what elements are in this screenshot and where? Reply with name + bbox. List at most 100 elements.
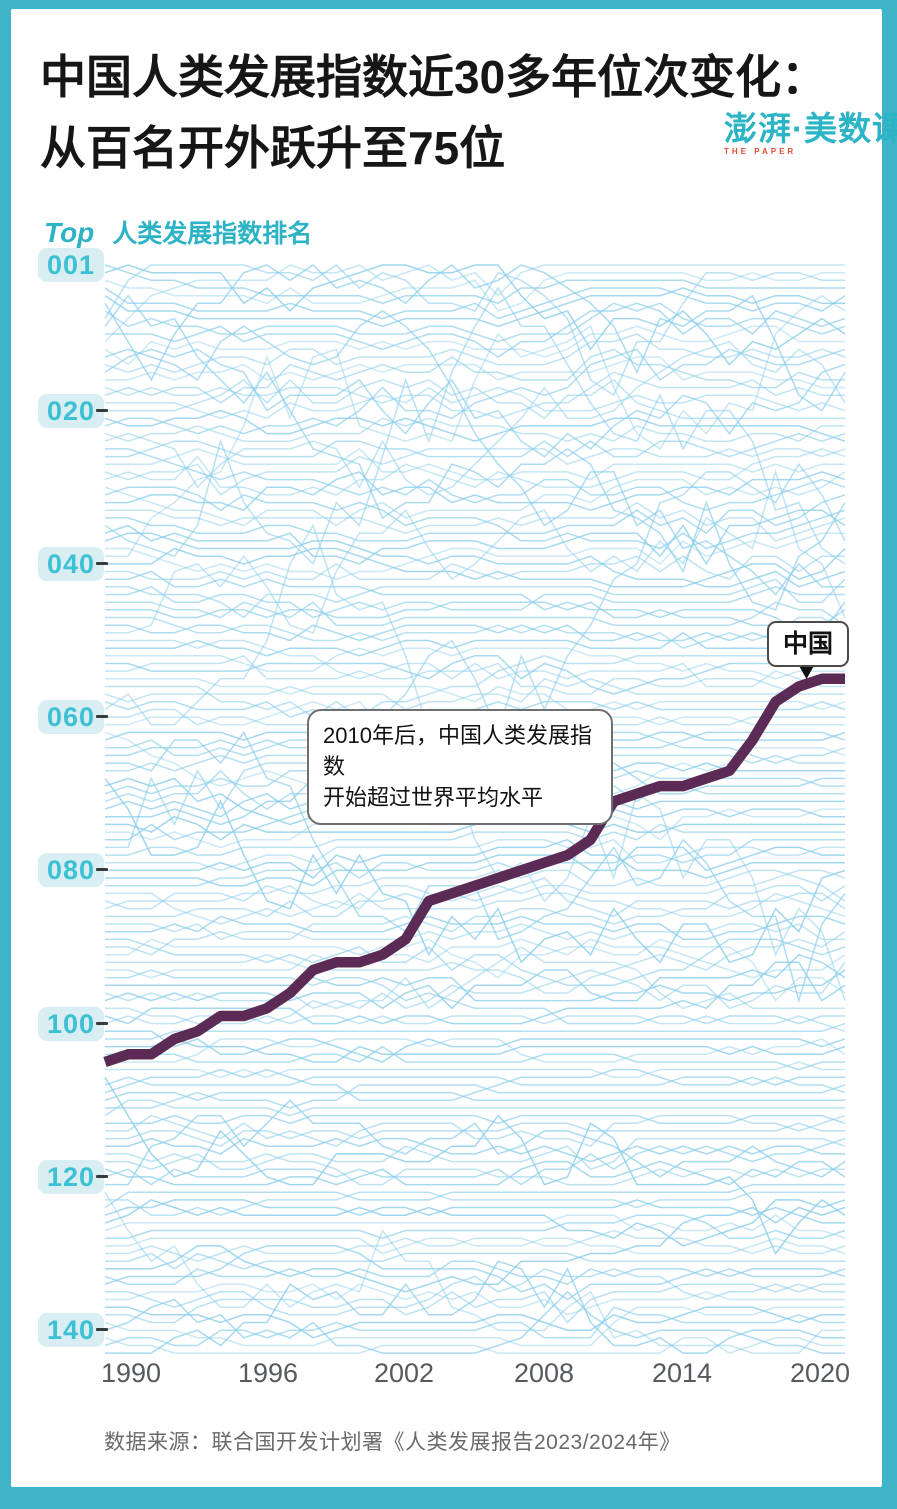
y-tickmark-040 [96,562,108,565]
y-tick-140: 140 [38,1313,104,1347]
background-line [105,1283,845,1316]
background-line [105,823,845,856]
y-axis-top-tag: Top [44,217,95,248]
x-tick-2014: 2014 [651,1358,713,1388]
background-line [104,1214,846,1239]
background-line [104,1091,845,1102]
background-line [104,869,846,910]
background-line [105,1114,846,1148]
background-line [105,294,846,557]
y-tickmark-140 [96,1328,108,1331]
background-line [104,264,845,305]
background-line [105,1260,845,1354]
background-line [105,1283,845,1324]
background-line [104,1260,846,1286]
data-source: 数据来源：联合国开发计划署《人类发展报告2023/2024年》 [104,1431,681,1454]
background-line [104,264,846,412]
background-line [105,846,845,887]
background-line [104,509,846,566]
background-line [105,1038,846,1063]
background-line [104,417,845,443]
background-line [104,471,846,527]
background-line [105,1153,845,1186]
background-line [105,302,846,358]
background-line [104,953,846,1010]
background-line [105,547,846,588]
background-line [104,961,846,1010]
background-line [104,1068,845,1102]
page-title-line1: 中国人类发展指数近30多年位次变化： [40,51,828,103]
background-line [105,555,845,581]
background-line [105,1268,845,1316]
y-tick-001: 001 [38,248,104,282]
background-line [105,838,845,879]
background-line [105,1214,846,1239]
annotation-note-line2: 开始超过世界平均水平 [323,785,544,810]
background-line [105,501,846,542]
background-line [105,1114,846,1125]
y-tick-020: 020 [38,394,104,428]
background-line [105,616,846,650]
background-line [105,356,845,389]
background-line [105,1084,846,1109]
y-axis-header: Top 人类发展指数排名 [44,214,312,250]
background-line [105,1099,846,1186]
background-line [104,1245,846,1301]
y-tickmark-060 [96,715,108,718]
background-line [104,1306,845,1347]
background-line [104,1076,846,1094]
x-tick-1996: 1996 [237,1358,299,1388]
background-line [104,1191,845,1354]
background-line [104,1183,845,1209]
page-title-line2: 从百名开外跃升至75位 [40,122,506,174]
background-line [105,471,846,512]
background-line [105,654,845,695]
y-tickmark-100 [96,1022,108,1025]
background-line [105,877,846,918]
annotation-note: 2010年后，中国人类发展指数 开始超过世界平均水平 [307,709,613,825]
background-line [104,286,846,566]
background-line [104,287,846,320]
background-line [105,570,846,634]
background-line [104,325,845,366]
background-line [104,448,846,496]
background-line [105,1191,845,1216]
background-line [105,938,846,979]
x-tick-2002: 2002 [373,1358,435,1388]
background-line [104,777,846,964]
background-line [104,884,846,918]
background-line [105,923,845,941]
publisher-logo-text: 澎湃·美数课 [724,110,897,147]
background-line [105,678,845,726]
background-line [104,264,845,343]
background-line [105,655,845,695]
background-line [105,639,845,688]
y-tick-100: 100 [38,1007,104,1041]
background-line [104,1099,845,1117]
background-line [105,1137,845,1163]
background-line [104,348,846,458]
background-line [105,647,846,718]
publisher-logo: 澎湃·美数课 THE PAPER [724,110,897,172]
china-series-callout: 中国 [767,621,849,667]
background-line [105,931,846,994]
background-line [104,310,845,596]
x-tick-2020: 2020 [789,1358,851,1388]
background-line [105,1122,845,1148]
x-tick-2008: 2008 [513,1358,575,1388]
background-line [105,378,845,420]
background-line [105,1306,845,1339]
background-line [104,348,846,435]
page-title: 中国人类发展指数近30多年位次变化： 从百名开外跃升至75位 [40,42,870,184]
background-line [105,494,846,542]
y-tick-080: 080 [38,853,104,887]
background-line [104,1337,845,1354]
background-line [105,532,845,580]
background-line [105,1022,846,1040]
background-line [105,462,846,849]
background-line [105,585,845,619]
background-line [105,1137,846,1171]
background-line [105,1237,846,1255]
